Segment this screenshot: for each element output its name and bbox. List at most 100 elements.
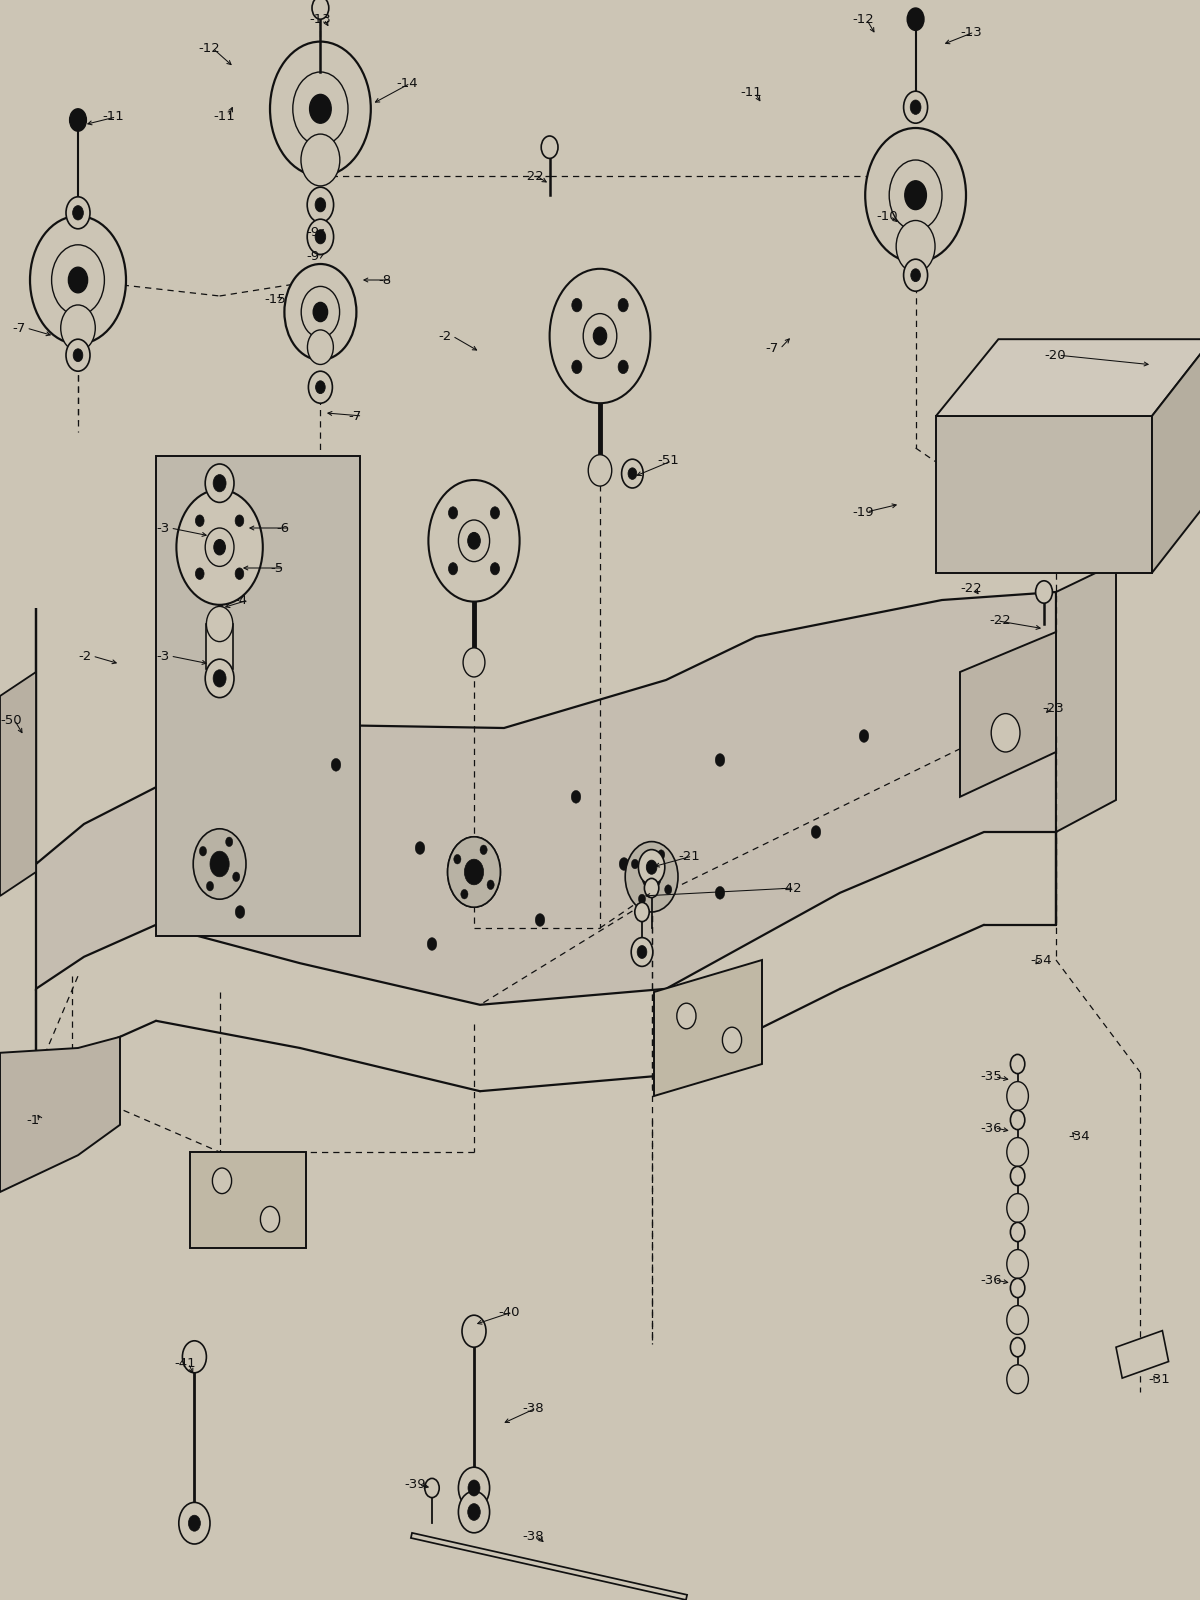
Text: -21: -21 [678, 850, 700, 862]
Circle shape [212, 1168, 232, 1194]
Circle shape [677, 1003, 696, 1029]
Circle shape [1010, 1338, 1025, 1357]
Text: -51: -51 [658, 454, 679, 467]
Circle shape [638, 850, 665, 885]
Circle shape [73, 349, 83, 362]
Circle shape [642, 864, 661, 890]
Text: -23: -23 [1043, 702, 1064, 715]
Circle shape [307, 187, 334, 222]
Text: -7: -7 [12, 322, 25, 334]
Text: -19: -19 [852, 506, 874, 518]
Circle shape [196, 568, 204, 579]
Circle shape [196, 515, 204, 526]
Text: -13: -13 [310, 13, 331, 26]
Circle shape [631, 859, 638, 869]
Circle shape [199, 846, 206, 856]
Circle shape [331, 758, 341, 771]
Circle shape [205, 528, 234, 566]
Text: -11: -11 [214, 110, 235, 123]
Circle shape [1010, 1110, 1025, 1130]
Text: -20: -20 [1044, 349, 1066, 362]
Text: -38: -38 [522, 1530, 544, 1542]
Text: -35: -35 [980, 1070, 1002, 1083]
Circle shape [235, 515, 244, 526]
Circle shape [571, 298, 582, 312]
Text: -40: -40 [498, 1306, 520, 1318]
Circle shape [480, 845, 487, 854]
Text: -7: -7 [766, 342, 779, 355]
Circle shape [182, 1341, 206, 1373]
Polygon shape [190, 1152, 306, 1248]
Circle shape [448, 837, 500, 907]
Text: -41: -41 [174, 1357, 196, 1370]
Circle shape [415, 842, 425, 854]
Circle shape [179, 1502, 210, 1544]
Bar [206, 624, 233, 669]
Circle shape [644, 878, 659, 898]
Circle shape [904, 91, 928, 123]
Circle shape [301, 286, 340, 338]
Circle shape [307, 330, 334, 365]
Text: -22: -22 [522, 170, 544, 182]
Text: -3: -3 [156, 650, 169, 662]
Circle shape [911, 99, 922, 115]
Text: -13: -13 [960, 26, 982, 38]
Circle shape [308, 371, 332, 403]
Polygon shape [654, 960, 762, 1096]
Text: -9: -9 [306, 250, 319, 262]
Circle shape [188, 1515, 200, 1531]
Circle shape [428, 480, 520, 602]
Circle shape [541, 136, 558, 158]
Circle shape [206, 606, 233, 642]
Circle shape [865, 128, 966, 262]
Circle shape [622, 459, 643, 488]
Circle shape [462, 1315, 486, 1347]
Circle shape [30, 216, 126, 344]
Circle shape [1007, 1365, 1028, 1394]
Circle shape [491, 507, 499, 518]
Circle shape [811, 826, 821, 838]
Circle shape [619, 858, 629, 870]
Circle shape [907, 8, 924, 30]
Circle shape [1010, 1222, 1025, 1242]
Circle shape [722, 1027, 742, 1053]
Circle shape [635, 902, 649, 922]
Text: -3: -3 [156, 522, 169, 534]
Text: -11: -11 [740, 86, 762, 99]
Circle shape [571, 790, 581, 803]
Text: -1: -1 [26, 1114, 40, 1126]
Polygon shape [1152, 339, 1200, 573]
Circle shape [454, 854, 461, 864]
Circle shape [1010, 1166, 1025, 1186]
Polygon shape [156, 456, 360, 936]
Circle shape [468, 1480, 480, 1496]
Text: -5: -5 [270, 562, 283, 574]
Text: -11: -11 [102, 110, 124, 123]
Circle shape [468, 1504, 480, 1520]
Polygon shape [0, 1037, 120, 1192]
Circle shape [210, 851, 229, 877]
Text: -36: -36 [980, 1122, 1002, 1134]
Circle shape [991, 714, 1020, 752]
Circle shape [535, 914, 545, 926]
Circle shape [316, 230, 325, 243]
Circle shape [625, 842, 678, 912]
Circle shape [214, 670, 226, 686]
Circle shape [301, 134, 340, 186]
Circle shape [458, 520, 490, 562]
Circle shape [68, 267, 88, 293]
Circle shape [176, 490, 263, 605]
Circle shape [1007, 1194, 1028, 1222]
Circle shape [52, 245, 104, 315]
Text: -15: -15 [264, 293, 286, 306]
Circle shape [588, 454, 612, 486]
Circle shape [491, 563, 499, 574]
Circle shape [896, 221, 935, 272]
Circle shape [284, 264, 356, 360]
Circle shape [859, 730, 869, 742]
Circle shape [260, 1206, 280, 1232]
Circle shape [464, 859, 484, 885]
Circle shape [461, 890, 468, 899]
Circle shape [313, 302, 328, 322]
Polygon shape [960, 632, 1056, 797]
